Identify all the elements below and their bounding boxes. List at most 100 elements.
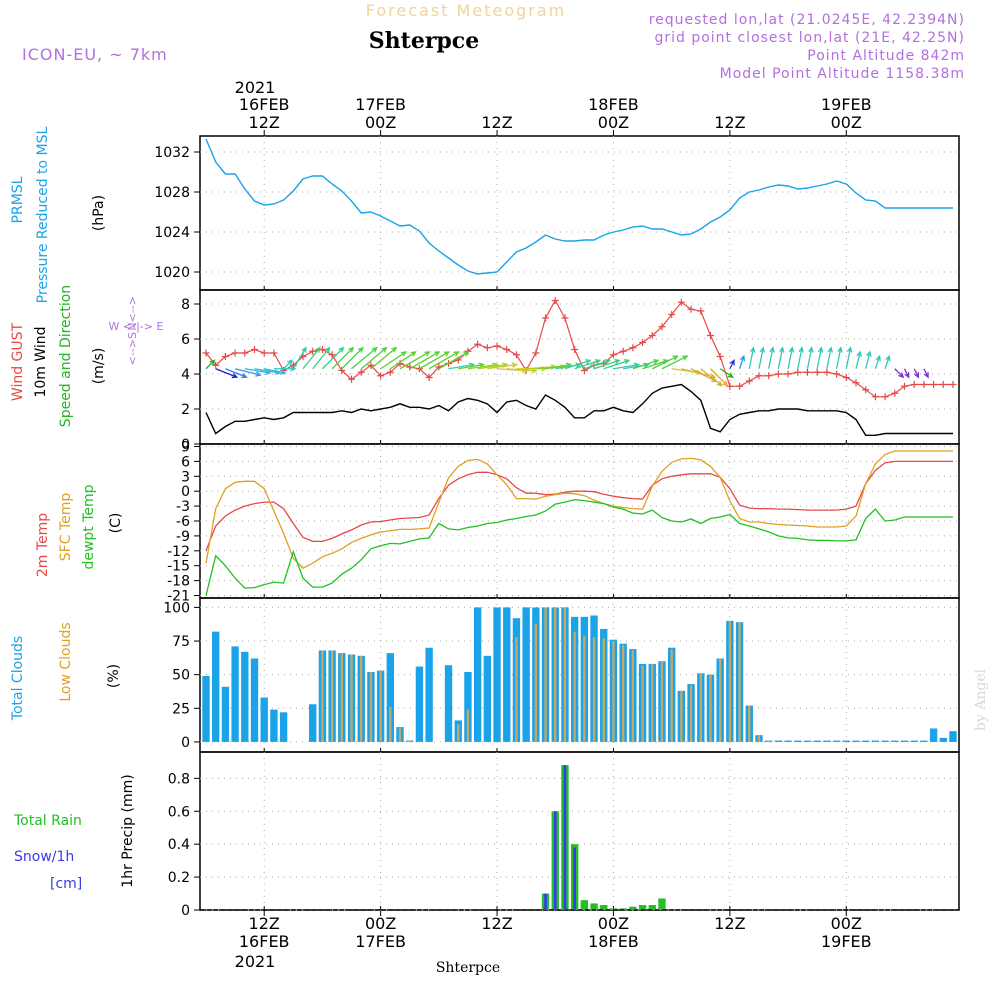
y-tick-label: 1032 — [154, 145, 190, 161]
total-cloud-bar — [910, 740, 918, 742]
wind-arrow — [574, 359, 602, 370]
gust-marker — [328, 351, 336, 359]
gust-marker — [900, 382, 908, 390]
low-cloud-bar — [602, 638, 605, 742]
low-cloud-bar — [719, 658, 722, 742]
total-cloud-bar — [852, 740, 860, 742]
low-cloud-bar — [573, 631, 576, 742]
gust-marker — [930, 381, 938, 388]
y-tick-label: 0.6 — [168, 804, 190, 820]
gust-marker — [803, 368, 811, 376]
low-cloud-bar — [408, 740, 411, 742]
total-cloud-bar — [803, 740, 812, 742]
total-cloud-bar — [250, 658, 259, 742]
gust-marker — [774, 370, 782, 378]
wind-arrow — [603, 359, 631, 370]
wind-arrow — [283, 359, 294, 370]
low-cloud-bar — [534, 623, 538, 742]
total-cloud-bars — [202, 607, 957, 742]
gust-marker — [939, 381, 947, 388]
rain-bar — [590, 903, 598, 910]
temperature-grid — [200, 444, 959, 598]
y-tick-label: 0.4 — [168, 837, 190, 853]
wind-direction-arrows — [205, 346, 929, 387]
gust-marker — [697, 307, 705, 315]
bottom-hour-label: 00Z — [365, 914, 396, 933]
gust-marker — [910, 381, 918, 388]
location-name: Shterpce — [369, 28, 479, 54]
wind-arrow — [438, 351, 470, 370]
bottom-date-label: 17FEB — [355, 932, 406, 951]
snow-bar — [563, 765, 567, 910]
y-tick-label: 0 — [181, 437, 190, 453]
gust-marker — [367, 361, 375, 369]
wind-arrow — [748, 346, 756, 369]
clouds-unit: (%) — [106, 664, 122, 688]
low-cloud-bar — [728, 620, 732, 742]
y-tick-label: 8 — [181, 297, 190, 313]
y-tick-label: 2 — [181, 402, 190, 418]
wind-arrow — [302, 346, 321, 370]
low-cloud-bar — [515, 637, 518, 742]
snow-bar — [553, 811, 557, 910]
y-tick-label: -3 — [176, 499, 190, 515]
gust-marker — [639, 339, 647, 346]
y-tick-label: 9 — [181, 439, 190, 455]
top-hour-label: 12Z — [714, 113, 745, 132]
rain-bar — [629, 906, 637, 910]
total-cloud-bar — [939, 737, 947, 742]
low-cloud-bar — [621, 645, 625, 742]
gust-marker — [755, 372, 763, 380]
rain-bars — [200, 765, 959, 911]
gust-marker — [386, 368, 394, 376]
wind-arrow — [661, 355, 689, 370]
wind-panel: 0 2 4 6 8 Wind GUST 10m Wind Speed and Direc… — [10, 285, 960, 453]
snow-bar — [573, 847, 577, 910]
low-cloud-bar — [738, 622, 741, 742]
bottom-date-label: 16FEB — [239, 932, 290, 951]
rain-bar — [609, 908, 618, 910]
total-cloud-bar — [949, 731, 957, 742]
total-cloud-bar — [270, 709, 278, 742]
total-cloud-bar — [891, 740, 899, 742]
total-cloud-bar — [862, 740, 870, 742]
wind-arrow — [855, 350, 862, 369]
wind-arrow — [777, 346, 785, 369]
y-tick-label: -9 — [176, 529, 190, 545]
low-cloud-bar — [350, 654, 353, 742]
gust-marker — [668, 311, 676, 318]
wind-arrow — [923, 368, 929, 379]
low-cloud-bar — [680, 690, 683, 742]
wind-arrow — [428, 351, 460, 370]
pressure-grid — [200, 136, 959, 290]
compass-north: N<--> — [126, 296, 139, 331]
wind-arrow — [593, 359, 621, 370]
total-cloud-bar — [202, 676, 210, 742]
pressure-frame — [199, 135, 960, 291]
gust-marker — [221, 353, 229, 360]
gust-marker — [542, 314, 550, 322]
wind-arrow — [215, 368, 239, 379]
snow-label: Snow/1h — [14, 849, 74, 865]
wind-arrow — [341, 346, 364, 370]
gust-marker — [260, 349, 268, 357]
wind-arrow — [797, 346, 804, 369]
top-date-label: 16FEB — [239, 95, 290, 114]
footer-location: Shterpce — [436, 960, 500, 976]
wind-arrow — [409, 351, 441, 370]
pressure-panel: 1020 1024 1028 1032 PRMSL Pressure Reduced … — [10, 126, 960, 303]
wind-y-ticks: 0 2 4 6 8 — [181, 297, 200, 453]
clouds-panel: 0 25 50 75 100 Total Clouds Low Clouds (%) — [10, 597, 960, 753]
gust-marker — [658, 323, 666, 331]
wind-arrow — [729, 359, 735, 370]
low-cloud-bar — [583, 635, 586, 742]
wind-arrow — [380, 351, 408, 370]
wind-arrow — [487, 362, 519, 370]
precip-frame — [199, 751, 960, 911]
total-cloud-bar — [503, 607, 511, 742]
gust-marker — [377, 372, 385, 380]
low-cloud-bar — [612, 641, 615, 742]
